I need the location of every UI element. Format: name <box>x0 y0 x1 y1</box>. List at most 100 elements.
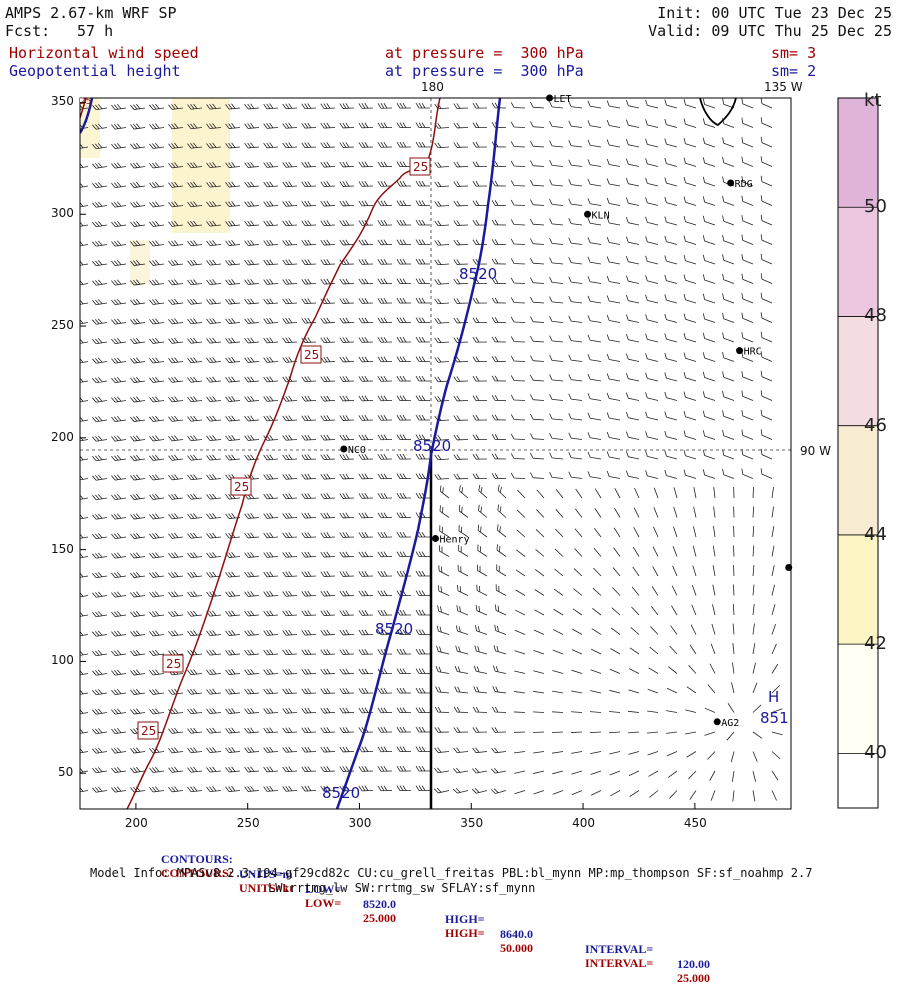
wind-barb <box>573 589 582 596</box>
wind-barb <box>92 727 107 734</box>
wind-barb <box>573 609 582 615</box>
wind-barb-shape <box>435 103 449 109</box>
wind-barb-shape <box>476 525 490 537</box>
wind-barb <box>740 391 755 401</box>
speed-label-6: 25 <box>80 97 91 107</box>
wind-barb-shape <box>340 240 354 246</box>
wind-barb <box>283 162 297 168</box>
wind-barb-shape <box>130 532 145 539</box>
wind-barb <box>683 216 698 225</box>
wind-barb-shape <box>606 120 621 127</box>
wind-barb <box>397 591 411 596</box>
wind-barb-shape <box>283 337 297 343</box>
wind-barb-shape <box>555 569 563 576</box>
svg-text:25: 25 <box>141 724 156 738</box>
wind-barb-shape <box>397 123 411 128</box>
wind-barb <box>416 727 430 732</box>
wind-barb <box>625 471 640 479</box>
wind-barb-shape <box>732 663 734 674</box>
wind-barb <box>477 485 491 498</box>
wind-barb-shape <box>533 771 544 774</box>
wind-barb <box>359 201 373 206</box>
wind-barb-shape <box>321 201 335 207</box>
wind-barb-shape <box>664 294 679 303</box>
wind-barb-shape <box>207 708 221 714</box>
wind-barb <box>475 545 489 557</box>
wind-barb-shape <box>530 316 544 322</box>
wind-barb-shape <box>359 376 373 381</box>
wind-barb <box>517 490 525 498</box>
wind-barb <box>435 687 449 693</box>
wind-barb-shape <box>321 532 335 538</box>
wind-barb-shape <box>632 587 639 596</box>
wind-barb-shape <box>740 196 755 206</box>
wind-barb-shape <box>612 588 620 596</box>
wind-barb <box>359 415 373 420</box>
wind-barb <box>111 201 126 208</box>
wind-barb-shape <box>493 605 508 615</box>
wind-barb-shape <box>568 257 583 264</box>
wind-barb-shape <box>168 727 183 734</box>
wind-barb-shape <box>378 493 392 498</box>
wind-barb <box>111 435 126 442</box>
station-dot <box>546 95 553 102</box>
wind-barb <box>587 354 602 361</box>
wind-barb <box>359 630 373 635</box>
wind-barb <box>149 279 164 286</box>
wind-barb <box>207 298 221 304</box>
wind-barb-shape <box>226 571 240 577</box>
wind-barb-shape <box>511 297 525 303</box>
wind-barb-shape <box>302 259 316 265</box>
wind-barb-shape <box>713 585 715 596</box>
wind-barb <box>149 376 164 383</box>
station-dot <box>584 211 591 218</box>
wind-barb-shape <box>587 296 602 303</box>
wind-barb <box>168 727 183 734</box>
wind-barb <box>226 279 240 285</box>
wind-barb <box>245 376 259 382</box>
wind-barb <box>587 471 602 478</box>
wind-barb-shape <box>207 688 221 694</box>
wind-barb-shape <box>130 220 145 227</box>
wind-barb <box>302 786 316 792</box>
wind-barb <box>534 650 544 654</box>
wind-barb-shape <box>473 142 487 147</box>
wind-barb-shape <box>740 371 755 381</box>
wind-barb-shape <box>397 688 411 693</box>
wind-barb <box>92 552 107 559</box>
wind-barb-shape <box>644 373 659 381</box>
wind-barb-shape <box>416 123 430 128</box>
wind-barb <box>416 201 430 206</box>
wind-barb <box>188 727 202 734</box>
wind-barb <box>568 413 583 420</box>
wind-barb <box>740 118 755 128</box>
wind-barb <box>654 527 658 537</box>
wind-barb <box>245 649 259 655</box>
wind-barb-shape <box>149 240 164 247</box>
wind-barb <box>416 279 430 284</box>
wind-barb-shape <box>587 413 602 420</box>
wind-barb <box>625 451 640 459</box>
wind-barb-shape <box>702 411 717 420</box>
wind-barb-shape <box>245 708 259 714</box>
wind-barb <box>473 454 487 459</box>
wind-barb-shape <box>454 747 468 753</box>
wind-barb <box>612 588 620 596</box>
wind-barb <box>587 198 602 205</box>
wind-barb <box>302 435 316 441</box>
wind-barb-shape <box>111 727 126 734</box>
wind-barb-shape <box>671 606 677 615</box>
wind-barb-shape <box>226 786 240 792</box>
wind-barb <box>555 529 563 537</box>
wind-barb-shape <box>321 142 335 148</box>
wind-barb-shape <box>492 727 506 732</box>
wind-barb <box>733 624 734 635</box>
wind-barb-shape <box>625 276 640 284</box>
wind-barb-shape <box>721 332 736 342</box>
wind-barb <box>759 215 774 225</box>
wind-barb <box>92 649 107 656</box>
wind-barb <box>359 552 373 557</box>
wind-barb-shape <box>340 396 354 402</box>
wind-barb <box>533 771 544 774</box>
wind-barb-shape <box>92 201 107 208</box>
